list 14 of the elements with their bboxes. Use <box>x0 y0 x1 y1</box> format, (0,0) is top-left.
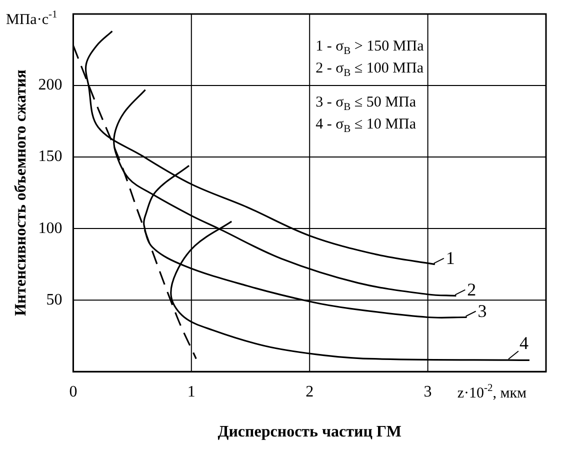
y-tick-label: 100 <box>38 220 62 237</box>
x-tick-label: 2 <box>306 383 314 400</box>
y-tick-label: 200 <box>38 76 62 94</box>
y-tick-label: 150 <box>38 148 62 166</box>
legend-label: 1 <box>446 248 455 268</box>
legend-label: 3 <box>478 300 487 321</box>
x-axis-title: Дисперсность частиц ГМ <box>218 424 402 441</box>
x-tick-label: 0 <box>69 383 78 400</box>
y-axis-title: Интенсивность объемного сжатия <box>12 69 30 316</box>
x-tick-label: 3 <box>424 383 432 400</box>
y-tick-label: 50 <box>46 291 62 308</box>
x-tick-label: 1 <box>187 383 196 400</box>
legend-label: 2 <box>467 280 476 300</box>
legend-label: 4 <box>519 332 528 353</box>
